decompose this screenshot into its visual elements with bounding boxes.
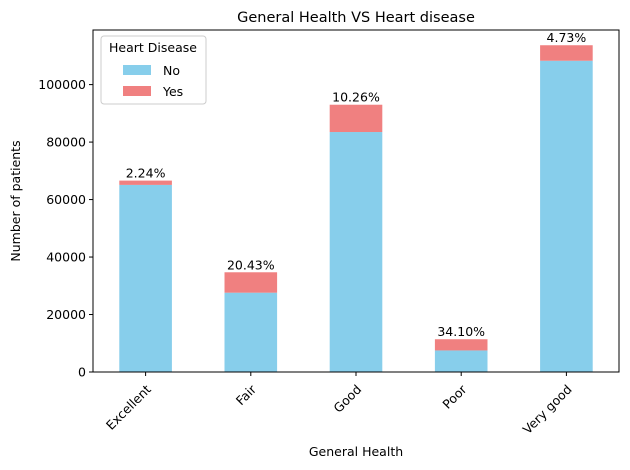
bar-no-excellent (119, 184, 172, 372)
bar-no-good (329, 132, 383, 372)
legend-label-yes: Yes (162, 84, 183, 99)
bar-no-poor (434, 350, 488, 372)
legend-swatch-no (123, 65, 151, 75)
x-tick-label-4: Very good (520, 382, 575, 437)
bar-yes-excellent (119, 180, 172, 185)
chart-title: General Health VS Heart disease (237, 10, 475, 26)
bar-no-very-good (540, 60, 593, 373)
data-label-0: 2.24% (126, 166, 166, 181)
x-axis-title: General Health (309, 444, 403, 459)
y-tick-label-3: 60000 (46, 192, 86, 207)
y-tick-label-1: 20000 (46, 307, 86, 322)
data-label-3: 34.10% (437, 324, 485, 339)
legend-swatch-yes (123, 86, 151, 96)
bar-yes-good (329, 104, 383, 133)
plot-frame (92, 29, 620, 373)
y-axis-title: Number of patients (8, 140, 23, 261)
bar-yes-very-good (540, 45, 593, 61)
y-tick-label-0: 0 (78, 365, 86, 380)
bar-yes-poor (434, 339, 488, 351)
data-label-2: 10.26% (332, 90, 380, 105)
x-tick-label-0: Excellent (103, 382, 154, 433)
y-tick-label-2: 40000 (46, 250, 86, 265)
bar-yes-fair (224, 272, 278, 293)
y-tick-label-4: 80000 (46, 135, 86, 150)
legend: Heart Disease No Yes (100, 35, 207, 105)
legend-label-no: No (163, 63, 180, 78)
data-label-4: 4.73% (547, 30, 587, 45)
x-tick-label-1: Fair (233, 381, 260, 408)
x-tick-label-3: Poor (439, 381, 470, 412)
bar-no-fair (224, 292, 278, 372)
x-tick-label-2: Good (330, 382, 364, 416)
legend-title: Heart Disease (109, 40, 197, 55)
data-label-1: 20.43% (227, 257, 275, 272)
y-tick-label-5: 100000 (38, 77, 86, 92)
